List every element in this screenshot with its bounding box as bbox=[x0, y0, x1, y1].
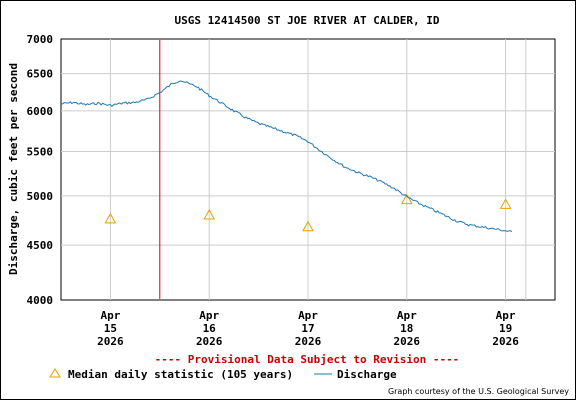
legend-discharge-label: Discharge bbox=[337, 368, 397, 381]
median-marker bbox=[104, 212, 117, 224]
discharge-series-line bbox=[61, 80, 513, 233]
y-tick-label: 4500 bbox=[27, 239, 54, 252]
median-marker bbox=[499, 198, 512, 209]
provisional-note: ---- Provisional Data Subject to Revisio… bbox=[155, 353, 460, 366]
x-tick-month-label: Apr bbox=[100, 309, 120, 322]
y-tick-label: 6000 bbox=[27, 105, 54, 118]
chart-title: USGS 12414500 ST JOE RIVER AT CALDER, ID bbox=[175, 14, 440, 27]
x-tick-day-label: 17 bbox=[301, 322, 314, 335]
legend-median-triangle-icon bbox=[49, 368, 61, 378]
median-markers bbox=[104, 193, 512, 232]
median-marker bbox=[400, 193, 413, 205]
x-tick-month-label: Apr bbox=[298, 309, 318, 322]
x-tick-year-label: 2026 bbox=[394, 335, 421, 348]
x-tick-year-label: 2026 bbox=[97, 335, 124, 348]
x-tick-labels: Apr152026Apr162026Apr172026Apr182026Apr1… bbox=[97, 309, 519, 348]
median-marker bbox=[302, 220, 314, 232]
y-tick-label: 5500 bbox=[27, 145, 54, 158]
y-tick-label: 4000 bbox=[27, 294, 54, 307]
x-tick-year-label: 2026 bbox=[492, 335, 519, 348]
x-tick-month-label: Apr bbox=[496, 309, 516, 322]
grid-lines bbox=[61, 39, 555, 300]
y-tick-label: 6500 bbox=[27, 68, 54, 81]
x-tick-day-label: 18 bbox=[400, 322, 413, 335]
legend: Median daily statistic (105 years) Disch… bbox=[49, 368, 397, 381]
x-tick-day-label: 16 bbox=[203, 322, 217, 335]
x-tick-month-label: Apr bbox=[397, 309, 417, 322]
x-tick-month-label: Apr bbox=[199, 309, 219, 322]
y-axis-label: Discharge, cubic feet per second bbox=[7, 63, 20, 275]
y-tick-label: 5000 bbox=[27, 190, 54, 203]
x-tick-day-label: 15 bbox=[104, 322, 117, 335]
credit-text: Graph courtesy of the U.S. Geological Su… bbox=[388, 387, 569, 396]
x-tick-year-label: 2026 bbox=[196, 335, 223, 348]
y-tick-label: 7000 bbox=[27, 33, 54, 46]
y-tick-labels: 7000 6500 6000 5500 5000 4500 4000 bbox=[27, 33, 54, 307]
x-tick-day-label: 19 bbox=[499, 322, 512, 335]
legend-median-label: Median daily statistic (105 years) bbox=[68, 368, 293, 381]
x-tick-year-label: 2026 bbox=[295, 335, 322, 348]
median-marker bbox=[203, 208, 216, 220]
